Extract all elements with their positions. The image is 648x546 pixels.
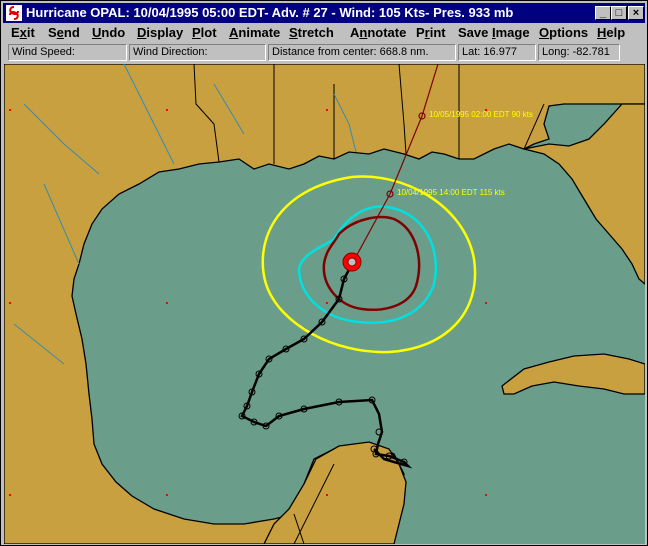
status-bar: Wind Speed: Wind Direction: Distance fro… — [3, 43, 645, 63]
past-track — [240, 263, 413, 469]
map-canvas[interactable]: 10/05/1995 02:00 EDT 90 kts 10/04/1995 1… — [4, 64, 645, 544]
menu-bar: Exit Send Undo Display Plot Animate Stre… — [3, 23, 645, 43]
hurricane-eye-icon — [342, 252, 362, 272]
hurricane-app-icon[interactable] — [6, 5, 22, 21]
wind-direction-readout: Wind Direction: — [129, 44, 266, 61]
wind-speed-readout: Wind Speed: — [8, 44, 127, 61]
past-track-points — [238, 275, 408, 466]
maximize-button[interactable]: □ — [611, 6, 627, 20]
menu-animate[interactable]: Animate — [229, 25, 281, 40]
menu-display[interactable]: Display — [137, 25, 184, 40]
maximize-icon: □ — [615, 7, 623, 19]
menu-annotate[interactable]: Annotate — [350, 25, 407, 40]
menu-print[interactable]: Print — [416, 25, 446, 40]
rivers — [13, 64, 357, 365]
yucatan-land — [263, 441, 407, 544]
close-button[interactable]: × — [628, 6, 644, 20]
menu-exit[interactable]: Exit — [11, 25, 35, 40]
close-icon: × — [632, 7, 640, 19]
forecast-points — [386, 112, 426, 198]
florida-land — [523, 103, 645, 285]
forecast-label-2: 10/04/1995 14:00 EDT 115 kts — [397, 188, 505, 197]
title-bar[interactable]: Hurricane OPAL: 10/04/1995 05:00 EDT- Ad… — [3, 3, 645, 23]
minimize-icon: _ — [599, 7, 607, 19]
menu-stretch[interactable]: Stretch — [289, 25, 334, 40]
grid-markers — [9, 109, 487, 496]
minimize-button[interactable]: _ — [595, 6, 611, 20]
menu-send[interactable]: Send — [48, 25, 80, 40]
latitude-readout: Lat: 16.977 — [458, 44, 536, 61]
menu-save-image[interactable]: Save Image — [458, 25, 530, 40]
menu-help[interactable]: Help — [597, 25, 626, 40]
longitude-readout: Long: -82.781 — [538, 44, 620, 61]
distance-readout: Distance from center: 668.8 nm. — [268, 44, 456, 61]
window-title: Hurricane OPAL: 10/04/1995 05:00 EDT- Ad… — [26, 5, 514, 20]
menu-undo[interactable]: Undo — [92, 25, 126, 40]
gulf-map — [4, 64, 645, 544]
menu-options[interactable]: Options — [539, 25, 589, 40]
forecast-track — [351, 64, 439, 265]
radius-50kt — [297, 205, 438, 324]
cuba-land — [501, 353, 645, 395]
state-borders — [193, 64, 545, 544]
menu-plot[interactable]: Plot — [192, 25, 217, 40]
radius-34kt — [261, 175, 477, 354]
forecast-label-1: 10/05/1995 02:00 EDT 90 kts — [429, 110, 533, 119]
